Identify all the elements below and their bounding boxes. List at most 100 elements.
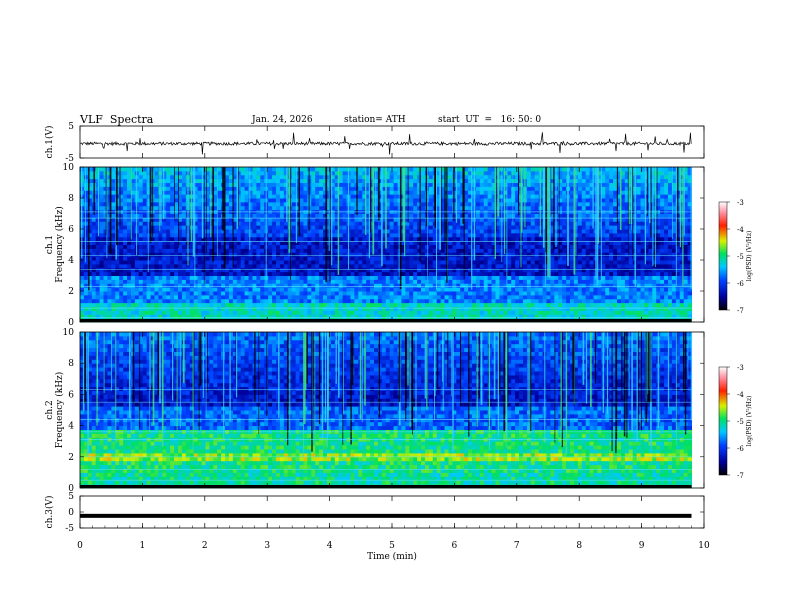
spectrogram-cell: [307, 271, 312, 277]
spectrogram-cell: [119, 229, 124, 234]
spectrogram-cell: [260, 267, 265, 273]
spectrogram-cell: [150, 302, 155, 308]
spectrogram-cell: [95, 287, 101, 292]
spectrogram-cell: [80, 298, 85, 304]
spectrogram-cell: [417, 294, 422, 300]
spectrogram-cell: [146, 283, 152, 288]
spectrogram-cell: [409, 283, 414, 288]
spectrogram-cell: [468, 240, 473, 246]
spectrogram-cell: [338, 170, 344, 176]
spectrogram-cell: [405, 306, 410, 311]
spectrogram-cell: [491, 260, 497, 265]
spectrogram-cell: [225, 213, 230, 218]
spectrogram-cell: [283, 198, 289, 203]
spectrogram-cell: [405, 240, 410, 246]
spectrogram-cell: [495, 229, 500, 234]
spectrogram-cell: [142, 263, 148, 269]
spectrogram-cell: [315, 198, 320, 203]
spectrogram-cell: [550, 256, 555, 261]
spectrogram-cell: [562, 217, 567, 222]
spectrogram-cell: [217, 205, 222, 211]
spectrogram-cell: [464, 205, 469, 211]
spectrogram-cell: [330, 298, 336, 304]
spectrogram-cell: [448, 260, 453, 265]
spectrogram-cell: [522, 263, 528, 269]
spectrogram-cell: [326, 267, 332, 273]
spectrogram-cell: [260, 178, 265, 184]
spectrogram-cell: [448, 186, 453, 191]
spectrogram-cell: [248, 240, 253, 246]
spectrogram-cell: [83, 267, 89, 273]
spectrogram-cell: [464, 287, 469, 292]
spectrogram-cell: [491, 252, 497, 257]
spectrogram-cell: [503, 279, 508, 284]
spectrogram-cell: [276, 201, 281, 207]
spectrogram-cell: [495, 283, 500, 288]
spectrogram-cell: [252, 302, 257, 308]
spectrogram-cell: [174, 314, 179, 319]
spectrogram-cell: [244, 236, 250, 242]
spectrogram-cell: [374, 232, 379, 238]
spectrogram-cell: [472, 291, 477, 296]
spectrogram-cell: [319, 244, 324, 249]
spectrogram-cell: [209, 310, 214, 315]
spectrogram-cell: [268, 240, 273, 246]
spectrogram-cell: [526, 275, 532, 280]
spectrogram-cell: [362, 182, 367, 187]
spectrogram-cell: [436, 291, 442, 296]
spectrogram-cell: [87, 217, 93, 222]
spectrogram-cell: [142, 283, 148, 288]
spectrogram-cell: [174, 186, 179, 191]
spectrogram-cell: [475, 279, 481, 284]
spectrogram-cell: [154, 190, 159, 195]
spectrogram-cell: [252, 256, 257, 261]
spectrogram-cell: [162, 221, 167, 226]
spectrogram-cell: [127, 248, 132, 253]
spectrogram-cell: [350, 225, 355, 230]
spectrogram-cell: [256, 294, 261, 300]
spectrogram-cell: [213, 178, 218, 184]
spectrogram-cell: [119, 283, 124, 288]
spectrogram-cell: [374, 252, 379, 257]
spectrogram-cell: [456, 283, 461, 288]
spectrogram-cell: [511, 174, 516, 180]
spectrogram-cell: [279, 248, 285, 253]
spectrogram-cell: [456, 221, 461, 226]
spectrogram-cell: [330, 186, 336, 191]
spectrogram-cell: [550, 213, 555, 218]
spectrogram-cell: [550, 275, 555, 280]
spectrogram-cell: [111, 267, 116, 273]
spectrogram-cell: [197, 248, 203, 253]
spectrogram-cell: [162, 186, 167, 191]
spectrogram-cell: [193, 279, 199, 284]
spectrogram-cell: [354, 244, 359, 249]
spectrogram-cell: [475, 225, 481, 230]
spectrogram-cell: [323, 236, 328, 242]
spectrogram-cell: [401, 256, 406, 261]
spectrogram-cell: [189, 267, 195, 273]
spectrogram-cell: [91, 298, 97, 304]
spectrogram-cell: [405, 291, 410, 296]
spectrogram-cell: [440, 294, 446, 300]
spectrogram-cell: [315, 310, 320, 315]
spectrogram-cell: [240, 170, 246, 176]
spectrogram-cell: [166, 314, 171, 319]
spectrogram-cell: [323, 306, 328, 311]
spectrogram-cell: [417, 236, 422, 242]
spectrogram-cell: [334, 229, 340, 234]
spectrogram-cell: [534, 263, 540, 269]
spectrogram-cell: [111, 275, 116, 280]
spectrogram-cell: [566, 310, 571, 315]
spectrogram-cell: [248, 271, 253, 277]
spectrogram-cell: [397, 294, 402, 300]
spectrogram-cell: [522, 260, 528, 265]
spectrogram-cell: [511, 248, 516, 253]
spectrogram-cell: [323, 240, 328, 246]
spectrogram-cell: [279, 201, 285, 207]
spectrogram-cell: [95, 182, 101, 187]
spectrogram-cell: [491, 298, 497, 304]
spectrogram-cell: [468, 275, 473, 280]
spectrogram-cell: [311, 217, 316, 222]
spectrogram-cell: [456, 190, 461, 195]
spectrogram-cell: [315, 252, 320, 257]
